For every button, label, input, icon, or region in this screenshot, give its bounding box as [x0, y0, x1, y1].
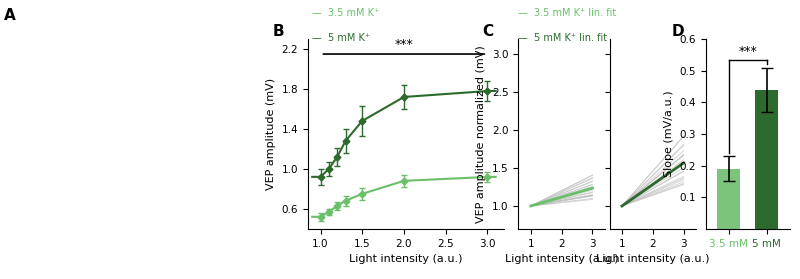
Y-axis label: VEP amplitude normalized (mV): VEP amplitude normalized (mV) [477, 45, 486, 223]
Bar [717, 169, 740, 229]
X-axis label: Light intensity (a.u.): Light intensity (a.u.) [596, 254, 710, 264]
X-axis label: Light intensity (a.u.): Light intensity (a.u.) [350, 254, 462, 264]
Text: —  3.5 mM K⁺: — 3.5 mM K⁺ [312, 8, 379, 18]
Text: —  5 mM K⁺ lin. fit: — 5 mM K⁺ lin. fit [518, 33, 607, 44]
Text: C: C [482, 24, 494, 39]
Text: —  3.5 mM K⁺ lin. fit: — 3.5 mM K⁺ lin. fit [518, 8, 617, 18]
Y-axis label: VEP amplitude (mV): VEP amplitude (mV) [266, 78, 276, 190]
X-axis label: Light intensity (a.u.): Light intensity (a.u.) [505, 254, 618, 264]
Text: —  5 mM K⁺: — 5 mM K⁺ [312, 33, 370, 44]
Text: D: D [672, 24, 685, 39]
Text: B: B [273, 24, 284, 39]
Text: A: A [4, 8, 16, 23]
Bar [755, 90, 778, 229]
Text: ***: *** [738, 45, 757, 58]
Text: ***: *** [394, 38, 414, 51]
Y-axis label: Slope (mV/a.u.): Slope (mV/a.u.) [664, 91, 674, 177]
